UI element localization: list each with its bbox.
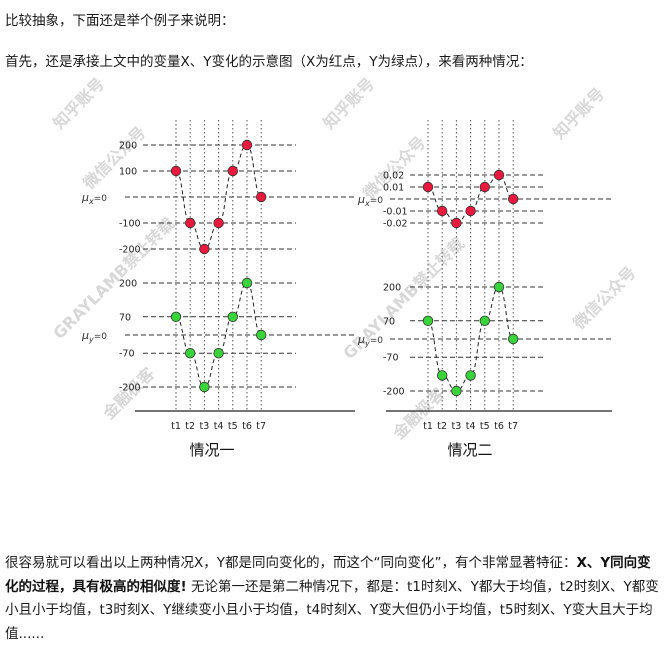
tick-label: 70 xyxy=(383,316,395,327)
tick-label: -0.01 xyxy=(383,207,408,218)
time-tick-label: t5 xyxy=(228,421,238,432)
time-tick-label: t1 xyxy=(171,421,181,432)
chart-case-one: 200 100 -100 -200 μx=0 200 70 -70 -200 μy=0 t1 t2 t3… xyxy=(81,120,356,459)
tick-label: -200 xyxy=(119,245,141,256)
tick-label: 200 xyxy=(119,279,137,290)
watermark-text: GRAYLAMB xyxy=(49,260,132,343)
lead-paragraph: 首先，还是承接上文中的变量X、Y变化的示意图（X为红点，Y为绿点），来看两种情况… xyxy=(5,54,533,70)
conclusion-detail: 无论第一还是第二种情况下，都是：t1时刻X、Y都大于均值，t2时刻X、Y都变小且… xyxy=(5,578,659,642)
intro-paragraph: 比较抽象，下面还是举个例子来说明： xyxy=(5,13,235,29)
y-data-point xyxy=(170,311,182,323)
watermark-text: 知乎账号 xyxy=(319,74,378,133)
mean-label: μx=0 xyxy=(357,193,383,208)
tick-label: -200 xyxy=(383,387,405,398)
x-data-point xyxy=(227,165,239,177)
conclusion-intro: 很容易就可以看出以上两种情况X，Y都是同向变化的，而这个“同向变化”，有个非常显… xyxy=(5,555,577,571)
y-data-point xyxy=(451,385,462,397)
x-data-point xyxy=(437,205,448,217)
y-data-point xyxy=(227,311,239,323)
tick-label: 100 xyxy=(119,167,137,178)
time-tick-label: t4 xyxy=(466,421,476,432)
y-data-point xyxy=(479,315,491,327)
tick-label: -70 xyxy=(383,353,399,364)
tick-label: -70 xyxy=(119,349,135,360)
tick-label: -100 xyxy=(119,219,141,230)
tick-label: 70 xyxy=(119,312,131,323)
tick-label: 200 xyxy=(383,283,401,294)
chart-title: 情况二 xyxy=(447,441,492,459)
x-data-point xyxy=(422,181,434,193)
chart-title: 情况一 xyxy=(189,441,234,459)
x-data-point xyxy=(184,217,196,229)
watermark-text: 知乎账号 xyxy=(49,74,108,133)
conclusion-paragraph: 很容易就可以看出以上两种情况X，Y都是同向变化的，而这个“同向变化”，有个非常显… xyxy=(5,552,661,646)
watermark-text: 微信公众号 xyxy=(79,123,150,194)
time-tick-label: t5 xyxy=(480,421,490,432)
y-data-point xyxy=(256,329,267,341)
x-data-point xyxy=(170,165,182,177)
time-tick-label: t6 xyxy=(242,421,252,432)
tick-label: 200 xyxy=(119,141,137,152)
watermark-text: 知乎账号 xyxy=(549,84,608,143)
conclusion-highlight: X、Y同向变化的过程，具有极高的相似度! xyxy=(5,555,651,595)
y-data-point xyxy=(184,348,196,359)
mean-label: μy=0 xyxy=(81,329,107,344)
mean-label: μx=0 xyxy=(81,191,107,206)
time-tick-label: t2 xyxy=(437,421,447,432)
x-data-point xyxy=(451,217,462,229)
mean-label: μy=0 xyxy=(357,333,383,348)
x-data-point xyxy=(479,181,491,193)
y-data-point xyxy=(199,381,210,393)
tick-label: 0.02 xyxy=(383,171,404,182)
time-tick-label: t4 xyxy=(214,421,224,432)
time-tick-label: t7 xyxy=(256,421,266,432)
y-data-point xyxy=(422,315,434,327)
time-tick-label: t7 xyxy=(508,421,518,432)
y-data-point xyxy=(241,277,253,289)
tick-label: 0.01 xyxy=(383,183,404,194)
y-data-point xyxy=(493,281,505,293)
time-tick-label: t3 xyxy=(452,421,462,432)
time-tick-label: t3 xyxy=(200,421,210,432)
time-tick-label: t6 xyxy=(494,421,504,432)
watermark-text: 微信公众号 xyxy=(569,263,640,334)
x-data-point xyxy=(465,205,476,217)
time-tick-label: t1 xyxy=(423,421,433,432)
y-data-point xyxy=(508,333,519,345)
x-data-point xyxy=(213,217,224,229)
x-data-point xyxy=(199,243,210,255)
time-tick-label: t2 xyxy=(185,421,195,432)
x-data-point xyxy=(493,169,505,181)
x-data-point xyxy=(508,193,519,205)
y-data-point xyxy=(437,370,448,381)
x-data-point xyxy=(241,139,253,151)
watermark-text: 禁止转载 xyxy=(409,234,468,293)
y-data-point xyxy=(465,370,476,381)
y-data-point xyxy=(213,348,224,359)
x-data-point xyxy=(256,191,267,203)
tick-label: -0.02 xyxy=(383,219,408,230)
tick-label: -200 xyxy=(119,383,141,394)
